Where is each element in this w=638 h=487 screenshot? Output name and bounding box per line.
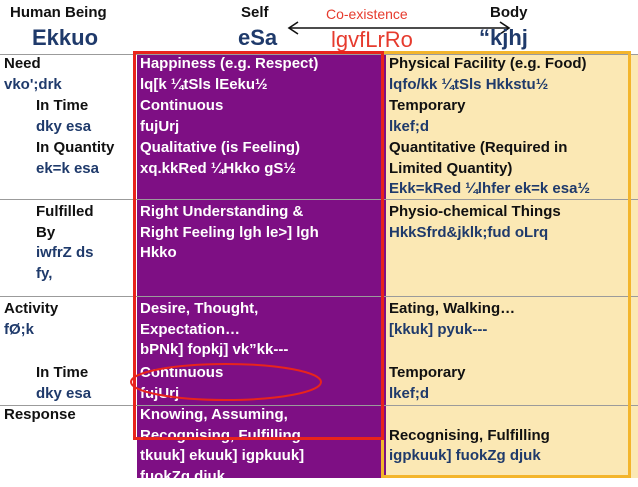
fulfilled-label: Fulfilled: [36, 202, 94, 223]
header-human-being-hindi: Ekkuo: [32, 25, 98, 51]
need-label-hindi: vko';drk: [4, 75, 62, 96]
fulfilled-label-hindi: iwfrZ ds: [36, 243, 94, 264]
activity-label-hindi: fØ;k: [4, 320, 34, 341]
highlight-ellipse: [126, 358, 326, 406]
need-time-label: In Time: [36, 96, 88, 117]
response-self-text-hindi-2: fuokZg djuk: [140, 467, 225, 487]
header-self-hindi: eSa: [238, 25, 277, 51]
fulfilled-label-2: By: [36, 223, 55, 244]
header-body-label: Body: [490, 4, 528, 21]
activity-time-label: In Time: [36, 363, 88, 384]
need-quantity-label-hindi: ek=k esa: [36, 159, 99, 180]
header-body-hindi: “kjhj: [479, 25, 528, 51]
activity-time-label-hindi: dky esa: [36, 384, 91, 405]
body-highlight-rectangle: [381, 51, 631, 478]
need-label: Need: [4, 54, 41, 75]
header-human-being-label: Human Being: [10, 4, 107, 21]
fulfilled-label-hindi-2: fy,: [36, 264, 52, 285]
response-self-text-hindi: tkuuk] ekuuk] igpkuuk]: [140, 446, 304, 467]
activity-label: Activity: [4, 299, 58, 320]
need-time-label-hindi: dky esa: [36, 117, 91, 138]
need-quantity-label: In Quantity: [36, 138, 114, 159]
response-label: Response: [4, 405, 76, 426]
header-self-label: Self: [241, 4, 269, 21]
